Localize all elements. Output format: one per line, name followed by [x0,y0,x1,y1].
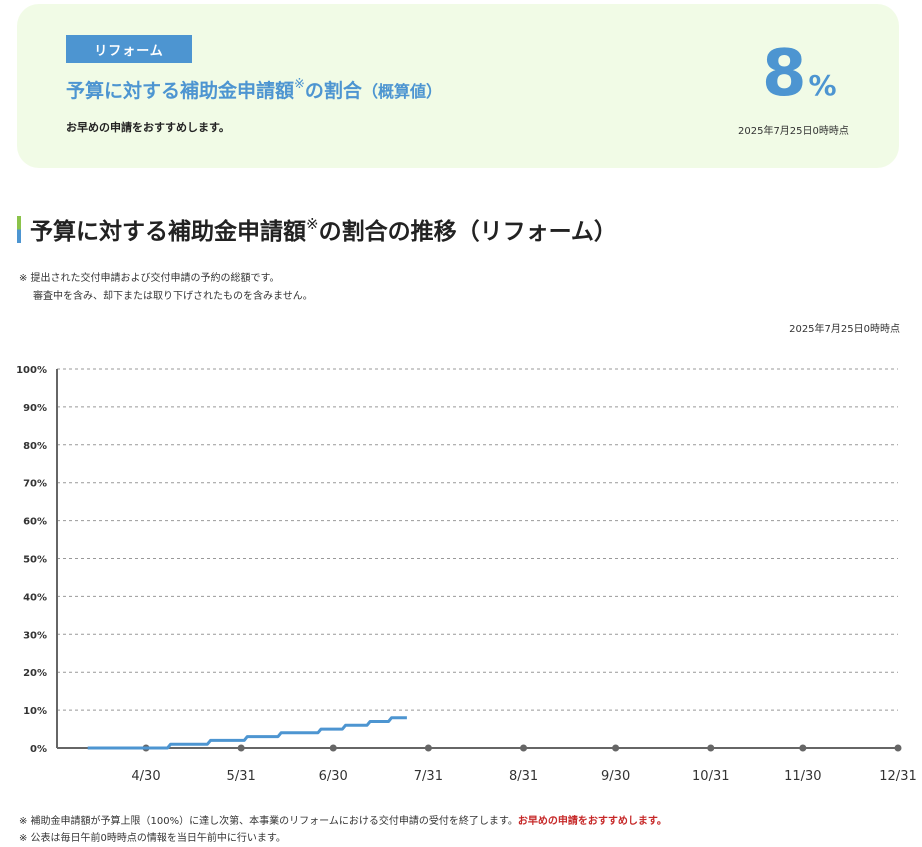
x-tick-label: 6/30 [319,769,348,784]
section-heading-tail: の割合の推移（リフォーム） [318,219,617,245]
x-tick-label: 7/31 [414,769,443,784]
x-tick-label: 8/31 [509,769,538,784]
x-tick-dot [424,744,432,752]
y-tick-label: 90% [23,403,47,414]
y-tick-label: 50% [23,555,47,566]
percent-display: 8% [762,42,837,106]
y-tick-label: 10% [23,706,47,717]
heading-accent-bar [17,216,21,243]
summary-title-main: 予算に対する補助金申請額 [66,80,295,102]
x-tick-dot [799,744,807,752]
x-tick-dot [894,744,902,752]
x-tick-label: 5/31 [227,769,256,784]
footer-note-1-text: ※ 補助金申請額が予算上限（100%）に達し次第、本事業のリフォームにおける交付… [19,816,518,827]
percent-unit: % [808,69,837,102]
chart-note-line1: ※ 提出された交付申請および交付申請の予約の総額です。 [19,273,280,284]
y-tick-label: 80% [23,441,47,452]
section-heading: 予算に対する補助金申請額※の割合の推移（リフォーム） [30,212,617,246]
x-tick-dot [237,744,245,752]
x-tick-label: 10/31 [692,769,729,784]
y-tick-label: 0% [30,744,47,755]
summary-card: リフォーム 予算に対する補助金申請額※の割合（概算値） お早めの申請をおすすめし… [17,4,899,168]
summary-subtitle: お早めの申請をおすすめします。 [66,121,230,134]
y-tick-label: 20% [23,668,47,679]
percent-value: 8 [762,37,807,111]
summary-title-tail: の割合 [304,80,362,102]
x-tick-dot [707,744,715,752]
section-heading-main: 予算に対する補助金申請額 [30,219,306,245]
y-tick-label: 60% [23,517,47,528]
y-tick-label: 40% [23,592,47,603]
x-tick-label: 4/30 [131,769,160,784]
y-tick-label: 70% [23,479,47,490]
summary-title: 予算に対する補助金申請額※の割合（概算値） [66,76,442,103]
x-tick-dot [520,744,528,752]
x-tick-label: 11/30 [784,769,821,784]
ratio-line-chart: 0% 10% 20% 30% 40% 50% 60% 70% 80% 90% 100% 4/30 5/3… [16,365,917,784]
summary-title-paren: （概算値） [361,82,442,101]
x-tick-label: 9/30 [601,769,630,784]
x-tick-dot [329,744,337,752]
footer-note-2: ※ 公表は毎日午前0時時点の情報を当日午前中に行います。 [19,833,286,844]
series-line [87,716,407,750]
summary-timestamp: 2025年7月25日0時時点 [738,126,849,137]
footer-note-1: ※ 補助金申請額が予算上限（100%）に達し次第、本事業のリフォームにおける交付… [19,812,667,827]
chart-note-line2: 審査中を含み、却下または取り下げされたものを含みません。 [33,291,313,302]
section-heading-mark: ※ [306,215,319,233]
x-tick-dot [612,744,620,752]
chart-timestamp: 2025年7月25日0時時点 [789,324,900,335]
y-tick-label: 100% [16,365,47,376]
summary-title-mark: ※ [294,77,305,92]
category-badge: リフォーム [66,35,192,63]
footer-note-1-emphasis: お早めの申請をおすすめします。 [517,816,667,827]
y-tick-label: 30% [23,630,47,641]
x-tick-label: 12/31 [879,769,916,784]
